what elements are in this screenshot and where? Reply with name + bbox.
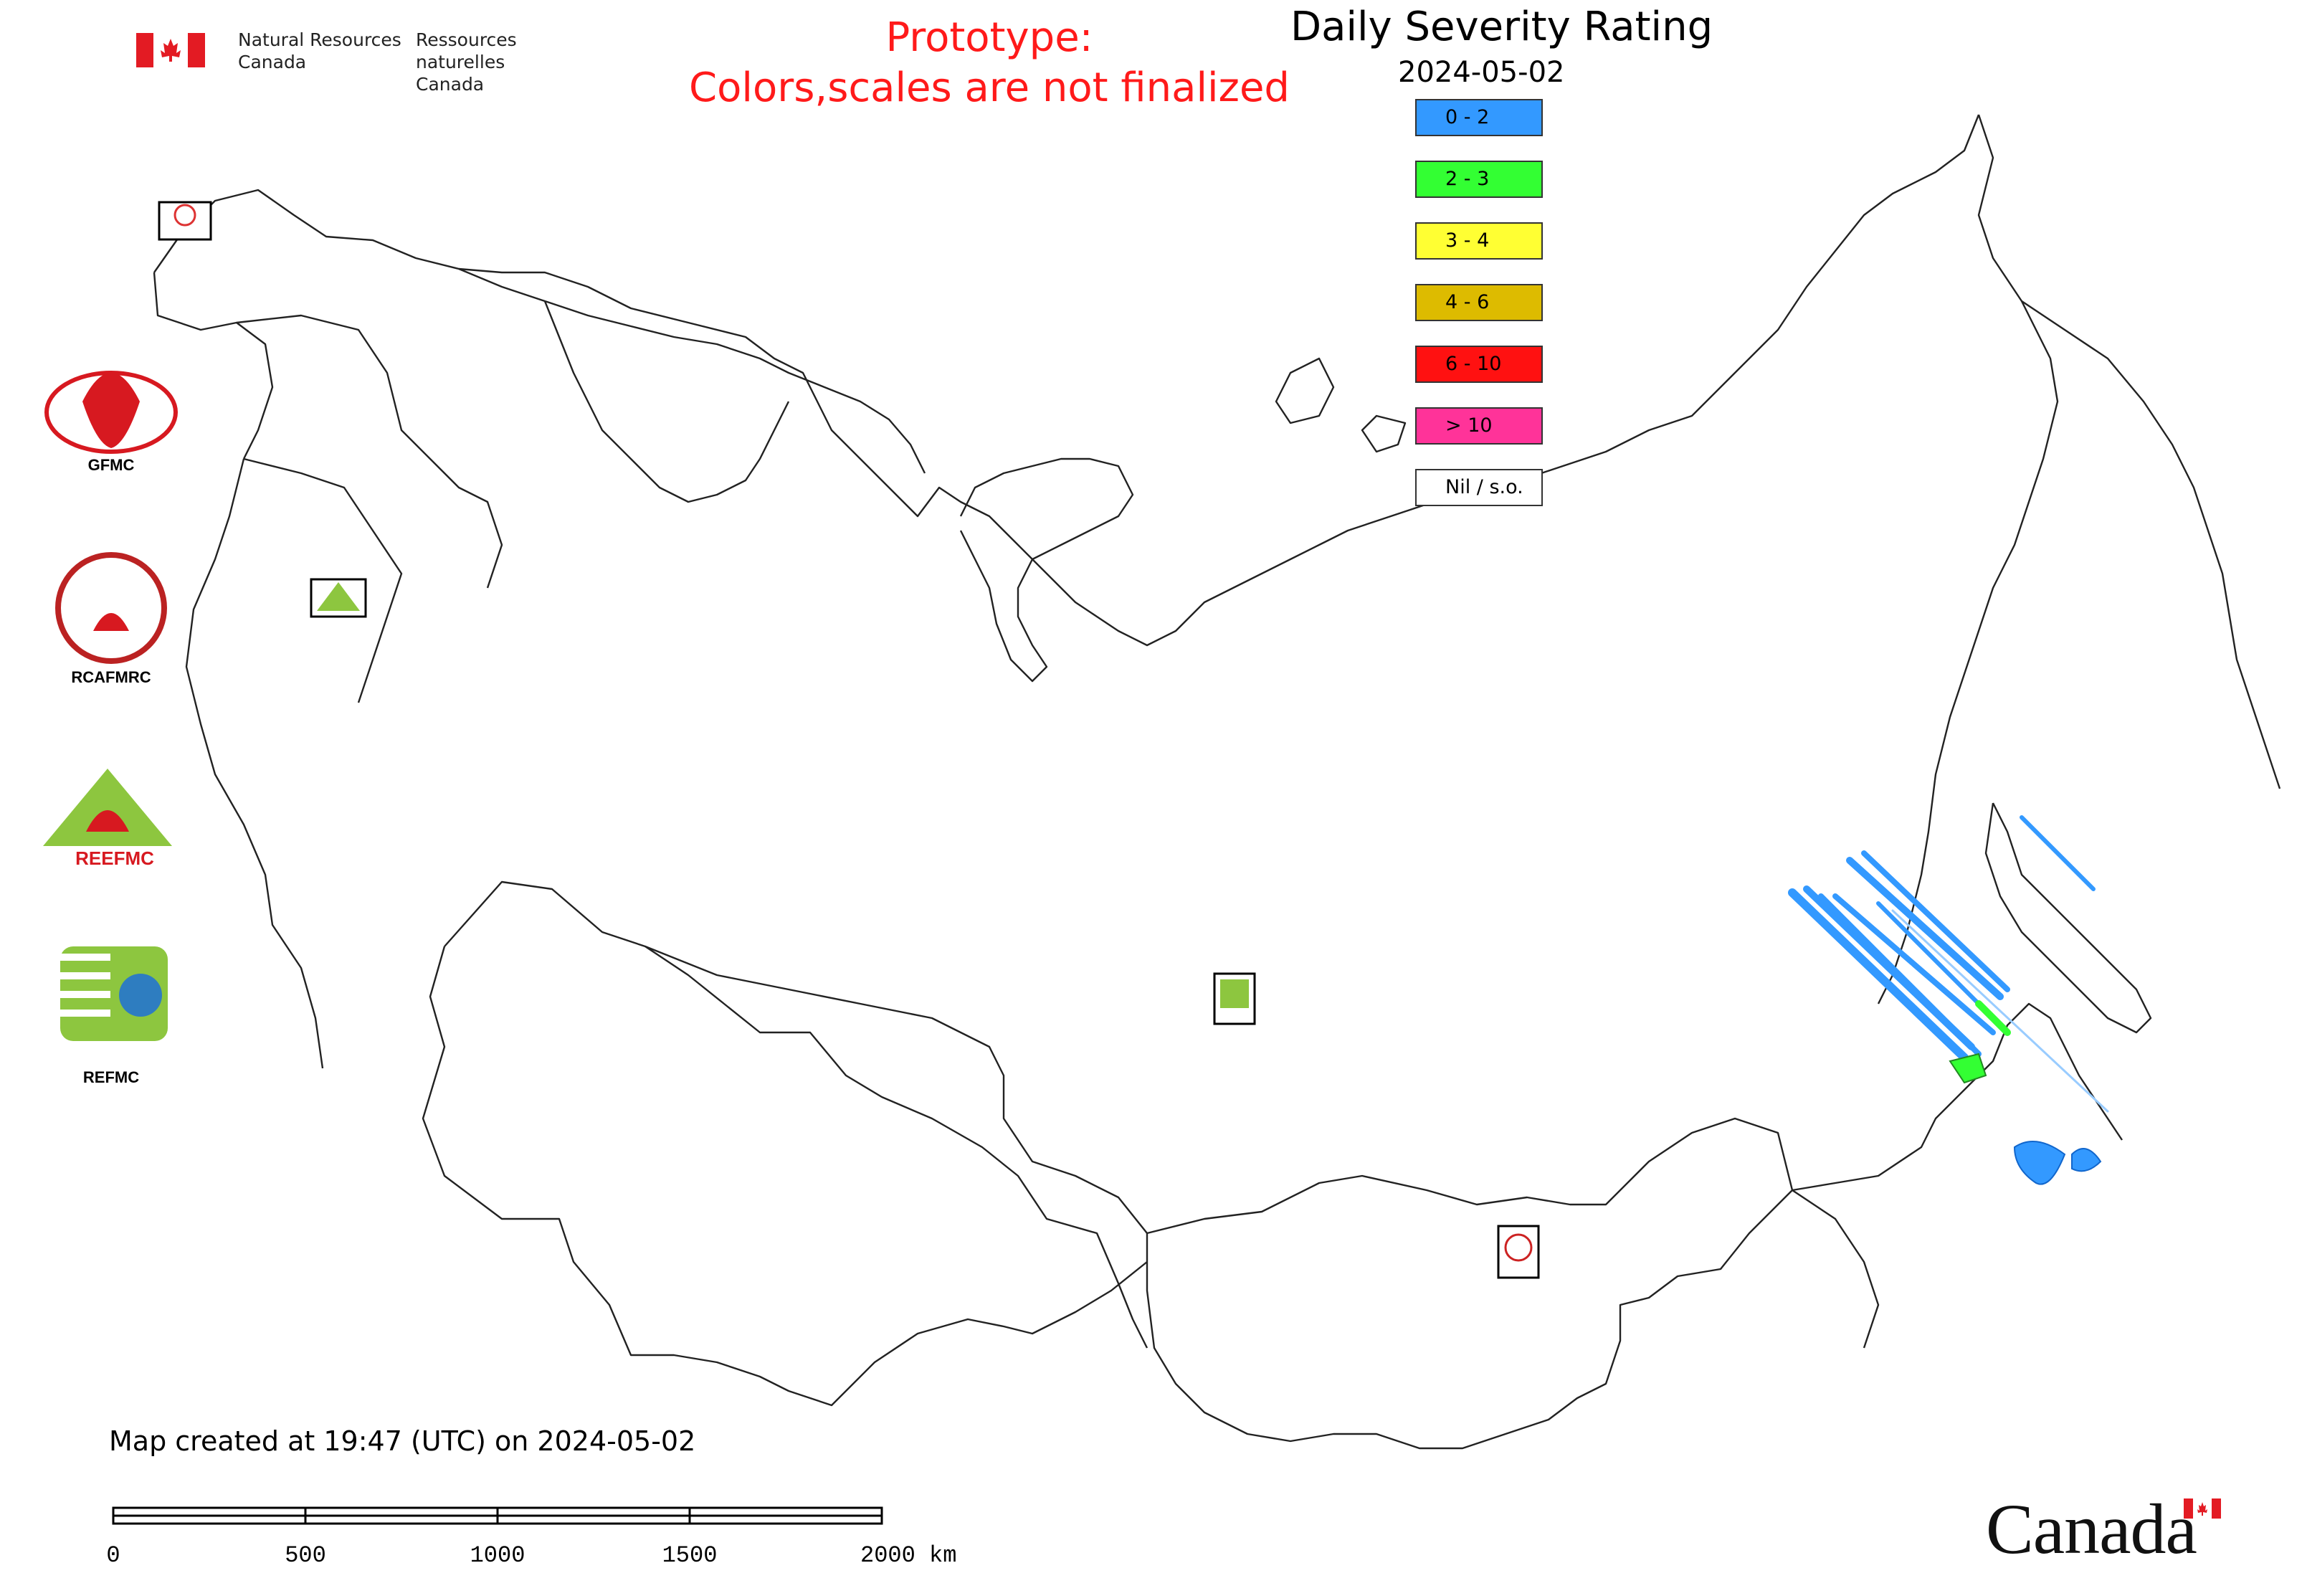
scale-label: 1000 — [470, 1542, 525, 1569]
reefmc-logo-graphic — [39, 769, 191, 865]
coastline — [1877, 114, 2059, 1004]
severity-patches — [1788, 815, 2109, 1185]
legend-item: > 10 — [1415, 407, 1543, 445]
canada-flag-icon — [136, 33, 205, 67]
department-name-en: Natural Resources Canada — [238, 29, 401, 73]
partner-label-gfmc: GFMC — [87, 456, 135, 474]
nrcan-signature: Natural Resources Canada Ressources natu… — [136, 29, 609, 95]
country-outline — [153, 272, 274, 460]
map-marker-refmc — [1213, 972, 1256, 1025]
prototype-notice-line1: Prototype: — [885, 14, 1093, 61]
country-outline — [444, 880, 1148, 1349]
scale-bar: 0 500 1000 1500 2000 km — [108, 1506, 956, 1569]
island-outline — [1984, 802, 2152, 1034]
country-outline — [422, 946, 1148, 1407]
country-outline — [236, 314, 503, 589]
legend-item: 4 - 6 — [1415, 284, 1543, 321]
country-outline — [645, 945, 1148, 1234]
island-outline — [959, 457, 1134, 683]
department-name-fr: Ressources naturelles Canada — [416, 29, 609, 95]
partner-label-reefmc: REEFMC — [75, 847, 154, 869]
coastline — [458, 114, 1980, 647]
scale-label: 0 — [108, 1542, 120, 1569]
legend-date: 2024-05-02 — [1398, 56, 1565, 89]
legend-title: Daily Severity Rating — [1290, 4, 1713, 50]
island-outline — [1361, 414, 1407, 453]
scale-label: 500 — [285, 1542, 326, 1569]
legend-item: 2 - 3 — [1415, 161, 1543, 198]
refmc-logo-graphic — [60, 946, 168, 1041]
canada-flag-icon — [2184, 1498, 2221, 1519]
country-outline — [185, 458, 324, 1069]
prototype-notice: Prototype: Colors,scales are not finaliz… — [667, 13, 1312, 113]
prototype-notice-line2: Colors,scales are not finalized — [689, 65, 1290, 111]
map-created-note: Map created at 19:47 (UTC) on 2024-05-02 — [109, 1425, 696, 1457]
department-fr-line2: Canada — [416, 74, 485, 95]
partner-label-refmc: REFMC — [82, 1068, 140, 1086]
scale-label: 2000 km — [860, 1542, 956, 1569]
gfmc-logo-graphic — [44, 371, 178, 454]
scale-label: 1500 — [662, 1542, 718, 1569]
legend-list: 0 - 2 2 - 3 3 - 4 4 - 6 6 - 10 > 10 Nil … — [1415, 99, 1543, 531]
country-outline — [1792, 1002, 2123, 1192]
coastline — [543, 300, 790, 503]
department-fr-line1: Ressources naturelles — [416, 29, 517, 72]
island-outline — [1275, 357, 1335, 424]
legend-item: 6 - 10 — [1415, 346, 1543, 383]
rcafmrc-logo-graphic — [55, 552, 167, 664]
coastline — [2021, 300, 2281, 789]
partner-label-rcafmrc: RCAFMRC — [71, 668, 151, 686]
country-outline — [243, 457, 403, 703]
map-marker-gfmc — [158, 201, 212, 241]
legend-item: 3 - 4 — [1415, 222, 1543, 260]
country-outline — [1146, 1117, 1794, 1450]
country-outline — [153, 189, 926, 474]
canada-wordmark: Canada — [1986, 1489, 2197, 1569]
department-en-line2: Canada — [238, 52, 307, 72]
department-en-line1: Natural Resources — [238, 29, 401, 50]
map-marker-reefmc — [310, 578, 367, 618]
country-outline — [1792, 1189, 1880, 1349]
legend-item: 0 - 2 — [1415, 99, 1543, 136]
map-marker-rcafmrc — [1497, 1225, 1540, 1279]
legend-item: Nil / s.o. — [1415, 469, 1543, 506]
